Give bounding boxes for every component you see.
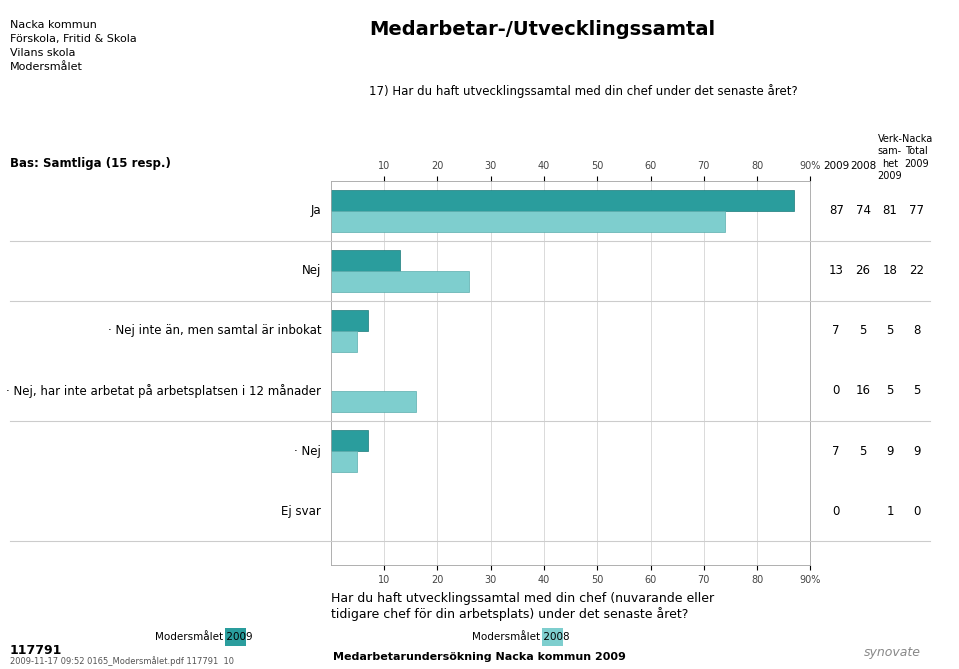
Bar: [331, 430, 368, 451]
Text: 7: 7: [832, 324, 840, 337]
Text: 2008: 2008: [850, 161, 877, 171]
Text: 26: 26: [855, 264, 871, 277]
Text: Modersmålet 2009: Modersmålet 2009: [155, 632, 253, 642]
Text: 0: 0: [832, 385, 840, 397]
Text: 2009-11-17 09:52 0165_Modersmålet.pdf 117791  10: 2009-11-17 09:52 0165_Modersmålet.pdf 11…: [10, 656, 234, 666]
Text: Bas: Samtliga (15 resp.): Bas: Samtliga (15 resp.): [10, 157, 171, 171]
Text: 81: 81: [882, 204, 898, 217]
Text: Ej svar: Ej svar: [281, 504, 321, 518]
Bar: [225, 628, 246, 646]
Bar: [331, 250, 400, 271]
Bar: [331, 189, 794, 211]
Text: Modersmålet 2008: Modersmålet 2008: [472, 632, 570, 642]
Text: 0: 0: [913, 504, 921, 518]
Text: Nej: Nej: [302, 264, 321, 277]
Text: 5: 5: [886, 324, 894, 337]
Text: 1: 1: [886, 504, 894, 518]
Text: Medarbetarundersökning Nacka kommun 2009: Medarbetarundersökning Nacka kommun 2009: [333, 652, 626, 662]
Text: 9: 9: [886, 445, 894, 458]
Bar: [331, 451, 358, 472]
Text: Verk-
sam-
het
2009: Verk- sam- het 2009: [877, 134, 902, 181]
Text: 5: 5: [886, 385, 894, 397]
Text: 5: 5: [913, 385, 921, 397]
Text: · Nej, har inte arbetat på arbetsplatsen i 12 månader: · Nej, har inte arbetat på arbetsplatsen…: [7, 384, 321, 398]
Bar: [331, 310, 368, 331]
Text: 5: 5: [859, 324, 867, 337]
Text: 0: 0: [832, 504, 840, 518]
Text: 17) Har du haft utvecklingssamtal med din chef under det senaste året?: 17) Har du haft utvecklingssamtal med di…: [369, 84, 798, 98]
Bar: [331, 211, 725, 231]
Text: 18: 18: [882, 264, 898, 277]
Text: synovate: synovate: [864, 646, 921, 659]
Text: 9: 9: [913, 445, 921, 458]
Text: 74: 74: [855, 204, 871, 217]
Text: 77: 77: [909, 204, 924, 217]
Text: 117791: 117791: [10, 644, 62, 657]
Bar: [542, 628, 563, 646]
Text: 87: 87: [829, 204, 844, 217]
Bar: [331, 271, 469, 292]
Text: Nacka kommun
Förskola, Fritid & Skola
Vilans skola
Modersmålet: Nacka kommun Förskola, Fritid & Skola Vi…: [10, 20, 136, 72]
Text: Har du haft utvecklingssamtal med din chef (nuvarande eller
tidigare chef för di: Har du haft utvecklingssamtal med din ch…: [331, 592, 714, 622]
Text: 2009: 2009: [823, 161, 850, 171]
Text: Medarbetar-/Utvecklingssamtal: Medarbetar-/Utvecklingssamtal: [369, 20, 715, 39]
Text: 5: 5: [859, 445, 867, 458]
Text: Nacka
Total
2009: Nacka Total 2009: [901, 134, 932, 169]
Bar: [331, 391, 416, 412]
Text: 16: 16: [855, 385, 871, 397]
Text: Ja: Ja: [311, 204, 321, 217]
Text: 7: 7: [832, 445, 840, 458]
Text: 8: 8: [913, 324, 921, 337]
Text: 13: 13: [829, 264, 844, 277]
Bar: [331, 331, 358, 352]
Text: · Nej: · Nej: [294, 445, 321, 458]
Text: · Nej inte än, men samtal är inbokat: · Nej inte än, men samtal är inbokat: [107, 324, 321, 337]
Text: 22: 22: [909, 264, 924, 277]
